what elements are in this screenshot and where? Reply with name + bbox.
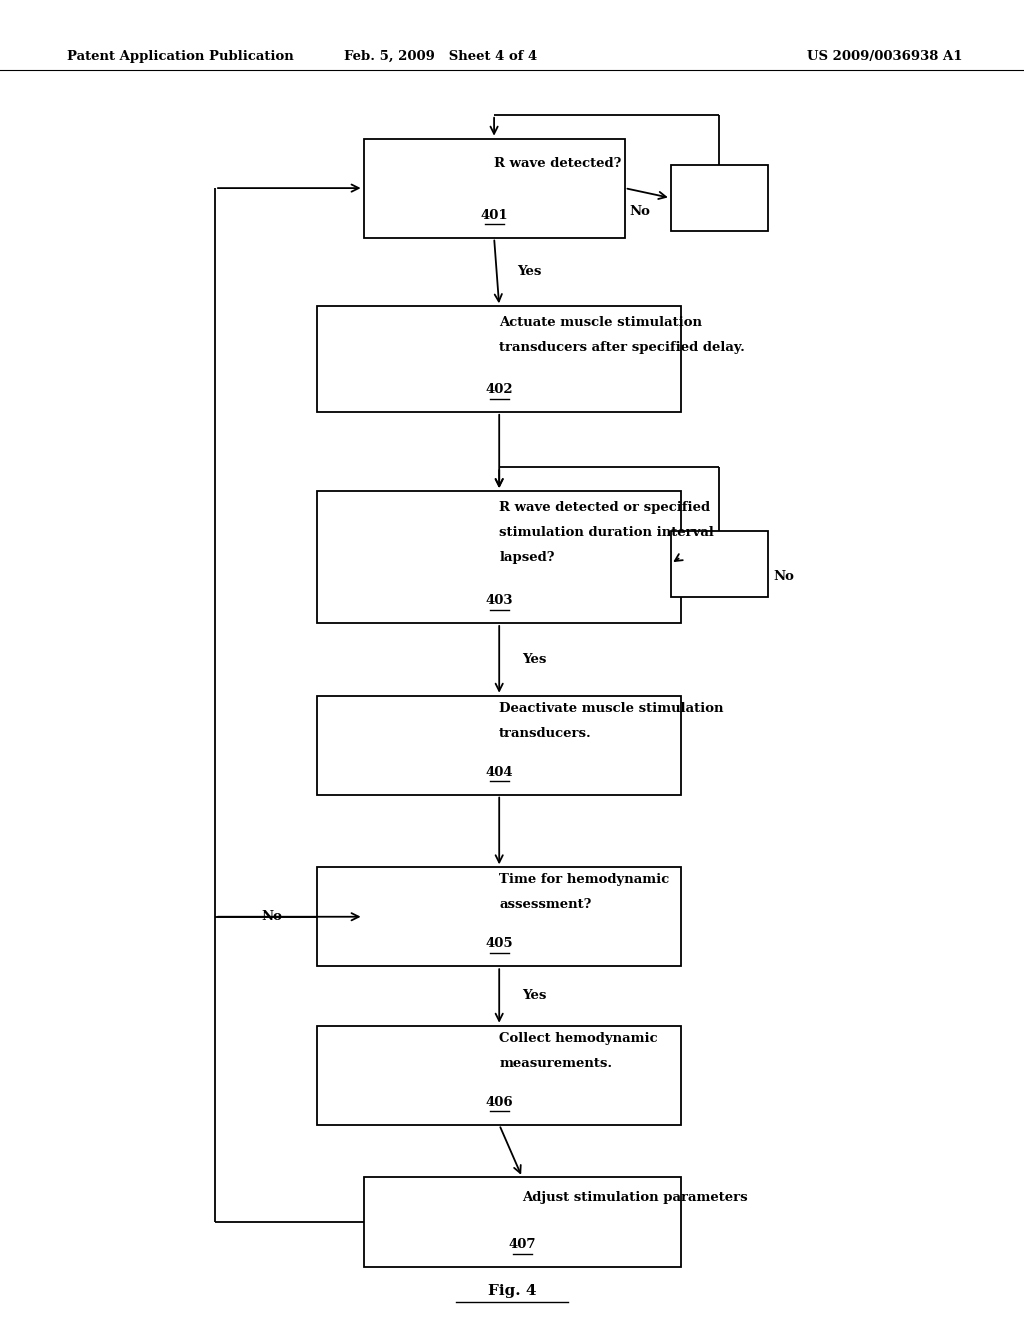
- Bar: [317, 696, 681, 795]
- Text: measurements.: measurements.: [500, 1057, 612, 1069]
- Bar: [317, 306, 681, 412]
- Text: Yes: Yes: [521, 653, 546, 665]
- Text: No: No: [261, 911, 282, 923]
- Text: Yes: Yes: [521, 990, 546, 1002]
- Bar: [317, 491, 681, 623]
- Text: 405: 405: [485, 937, 513, 950]
- Bar: [671, 531, 768, 597]
- Text: stimulation duration interval: stimulation duration interval: [500, 527, 714, 539]
- Bar: [317, 1026, 681, 1125]
- Bar: [364, 139, 625, 238]
- Text: lapsed?: lapsed?: [500, 552, 555, 564]
- Bar: [364, 1177, 681, 1267]
- Text: No: No: [630, 206, 650, 218]
- Text: assessment?: assessment?: [500, 899, 592, 911]
- Text: Time for hemodynamic: Time for hemodynamic: [500, 874, 670, 886]
- Text: 402: 402: [485, 383, 513, 396]
- Text: Actuate muscle stimulation: Actuate muscle stimulation: [500, 315, 702, 329]
- Text: US 2009/0036938 A1: US 2009/0036938 A1: [807, 50, 963, 63]
- Text: 404: 404: [485, 766, 513, 779]
- Bar: [671, 165, 768, 231]
- Text: 406: 406: [485, 1096, 513, 1109]
- Text: Deactivate muscle stimulation: Deactivate muscle stimulation: [500, 702, 724, 714]
- Text: Feb. 5, 2009   Sheet 4 of 4: Feb. 5, 2009 Sheet 4 of 4: [344, 50, 537, 63]
- Text: transducers after specified delay.: transducers after specified delay.: [500, 341, 745, 354]
- Text: Adjust stimulation parameters: Adjust stimulation parameters: [522, 1192, 748, 1204]
- Text: 407: 407: [509, 1238, 536, 1251]
- Bar: [317, 867, 681, 966]
- Text: Fig. 4: Fig. 4: [487, 1284, 537, 1298]
- Text: 401: 401: [480, 209, 508, 222]
- Text: Yes: Yes: [516, 265, 541, 279]
- Text: 403: 403: [485, 594, 513, 607]
- Text: No: No: [773, 570, 794, 583]
- Text: transducers.: transducers.: [500, 727, 592, 739]
- Text: Patent Application Publication: Patent Application Publication: [67, 50, 293, 63]
- Text: R wave detected?: R wave detected?: [494, 157, 622, 170]
- Text: Collect hemodynamic: Collect hemodynamic: [500, 1032, 657, 1044]
- Text: R wave detected or specified: R wave detected or specified: [500, 502, 711, 513]
